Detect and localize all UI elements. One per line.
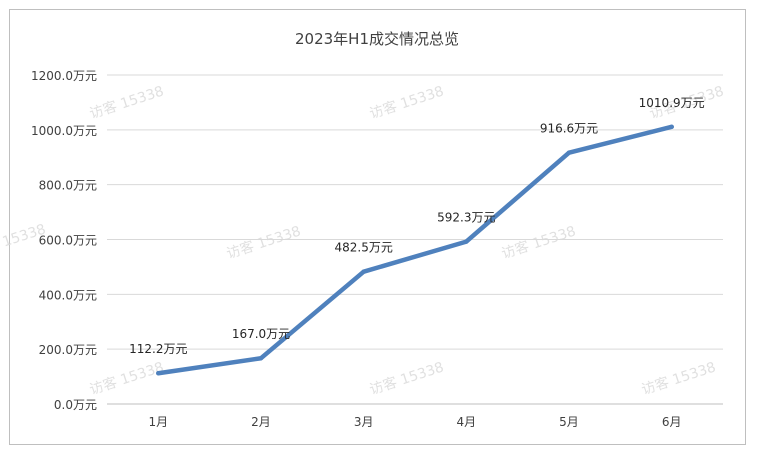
y-tick-label: 800.0万元	[39, 179, 97, 193]
y-tick-label: 400.0万元	[39, 288, 97, 302]
data-label: 112.2万元	[129, 342, 187, 356]
x-tick-label: 2月	[251, 415, 271, 429]
data-labels: 112.2万元 167.0万元 482.5万元 592.3万元 916.6万元 1010.…	[129, 96, 705, 356]
x-axis: 1月 2月 3月 4月 5月 6月	[149, 415, 682, 429]
x-tick-label: 3月	[354, 415, 374, 429]
x-tick-label: 5月	[559, 415, 579, 429]
data-label: 482.5万元	[334, 241, 392, 255]
data-label: 916.6万元	[540, 122, 598, 136]
y-tick-label: 200.0万元	[39, 343, 97, 357]
y-axis: 0.0万元 200.0万元 400.0万元 600.0万元 800.0万元 1000.0万…	[31, 69, 97, 412]
series-line	[156, 124, 674, 376]
data-label: 167.0万元	[232, 327, 290, 341]
data-point	[258, 356, 264, 361]
chart-frame	[9, 9, 746, 445]
data-point	[566, 150, 572, 155]
x-tick-label: 1月	[149, 415, 169, 429]
x-tick-label: 4月	[457, 415, 477, 429]
series-polyline	[156, 124, 674, 376]
data-point	[464, 239, 469, 244]
data-point	[669, 124, 674, 130]
data-point	[361, 269, 366, 274]
chart-title: 2023年H1成交情况总览	[295, 30, 459, 48]
y-tick-label: 1200.0万元	[31, 69, 97, 83]
data-label: 592.3万元	[437, 211, 495, 225]
gridlines	[107, 74, 723, 405]
y-tick-label: 600.0万元	[39, 234, 97, 248]
x-tick-label: 6月	[662, 415, 682, 429]
data-label: 1010.9万元	[639, 96, 705, 110]
y-tick-label: 0.0万元	[54, 398, 97, 412]
y-tick-label: 1000.0万元	[31, 124, 97, 138]
data-point	[156, 371, 161, 376]
